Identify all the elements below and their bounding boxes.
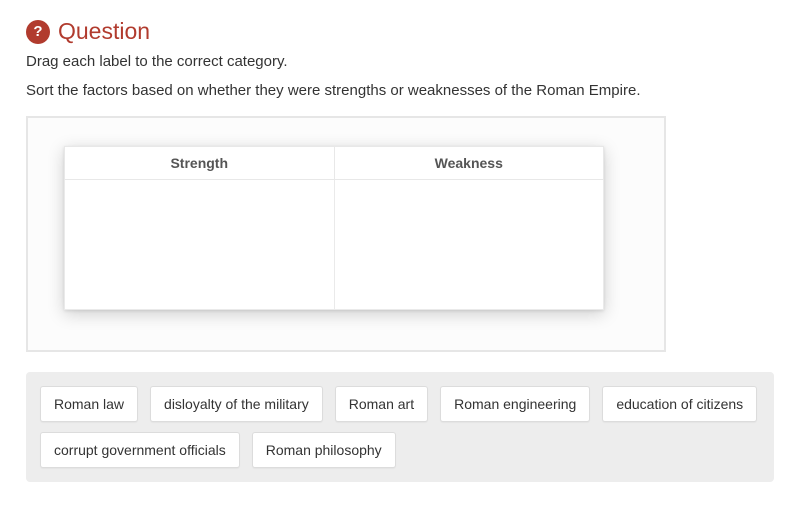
chip-label[interactable]: corrupt government officials: [40, 432, 240, 468]
chip-label[interactable]: Roman philosophy: [252, 432, 396, 468]
chip-label[interactable]: education of citizens: [602, 386, 757, 422]
instruction-line-1: Drag each label to the correct category.: [26, 51, 774, 74]
drop-zone-weakness[interactable]: [334, 180, 604, 310]
drop-area: Strength Weakness: [26, 116, 666, 352]
drop-zone-strength[interactable]: [65, 180, 335, 310]
chip-label[interactable]: Roman law: [40, 386, 138, 422]
question-title: Question: [58, 18, 150, 45]
chip-label[interactable]: Roman art: [335, 386, 428, 422]
column-header-strength: Strength: [65, 147, 335, 180]
chip-label[interactable]: Roman engineering: [440, 386, 590, 422]
chip-label[interactable]: disloyalty of the military: [150, 386, 323, 422]
column-header-weakness: Weakness: [334, 147, 604, 180]
sort-table: Strength Weakness: [64, 146, 604, 310]
question-mark-icon: ?: [26, 20, 50, 44]
instruction-line-2: Sort the factors based on whether they w…: [26, 80, 774, 103]
chip-tray: Roman law disloyalty of the military Rom…: [26, 372, 774, 482]
question-header: ? Question: [26, 18, 774, 45]
